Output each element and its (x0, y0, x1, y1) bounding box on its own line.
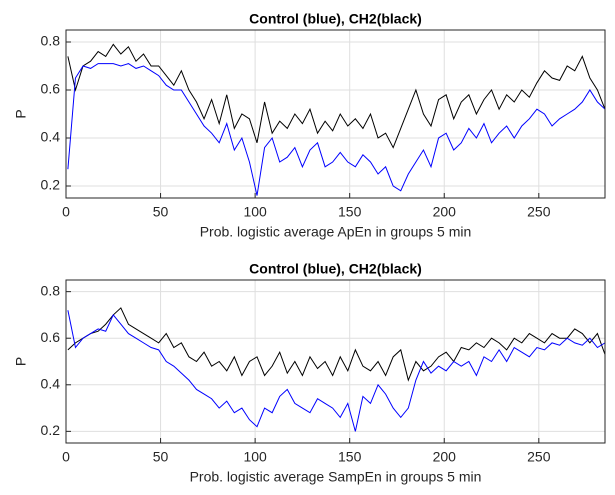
plot-area (66, 280, 605, 443)
y-tick-label: 0.6 (41, 81, 61, 97)
x-tick-label: 150 (338, 204, 362, 220)
x-tick-label: 0 (62, 449, 70, 465)
x-tick-label: 50 (153, 449, 169, 465)
y-tick-label: 0.8 (41, 33, 61, 49)
x-tick-label: 50 (153, 204, 169, 220)
x-axis-label: Prob. logistic average SampEn in groups … (190, 469, 482, 485)
y-tick-label: 0.2 (41, 422, 61, 438)
plot-area (66, 30, 605, 198)
axes-box (65, 29, 606, 199)
x-tick-label: 250 (527, 204, 551, 220)
y-tick-label: 0.6 (41, 329, 61, 345)
x-tick-label: 0 (62, 204, 70, 220)
y-tick-label: 0.4 (41, 375, 61, 391)
x-tick-label: 150 (338, 449, 362, 465)
y-tick-label: 0.2 (41, 177, 61, 193)
data-line (67, 307, 606, 382)
x-tick-label: 250 (527, 449, 551, 465)
axes-box (65, 279, 606, 444)
data-line (67, 63, 606, 196)
x-tick-label: 200 (433, 449, 457, 465)
x-tick-label: 100 (243, 204, 267, 220)
data-line (67, 43, 606, 149)
y-tick-label: 0.8 (41, 282, 61, 298)
x-tick-label: 200 (433, 204, 457, 220)
x-tick-label: 100 (243, 449, 267, 465)
y-axis-label: P (13, 109, 29, 118)
x-axis-label: Prob. logistic average ApEn in groups 5 … (200, 224, 472, 240)
chart-title: Control (blue), CH2(black) (249, 11, 422, 27)
y-axis-label: P (13, 357, 29, 366)
chart-title: Control (blue), CH2(black) (249, 261, 422, 277)
y-tick-label: 0.4 (41, 129, 61, 145)
data-line (67, 310, 606, 432)
